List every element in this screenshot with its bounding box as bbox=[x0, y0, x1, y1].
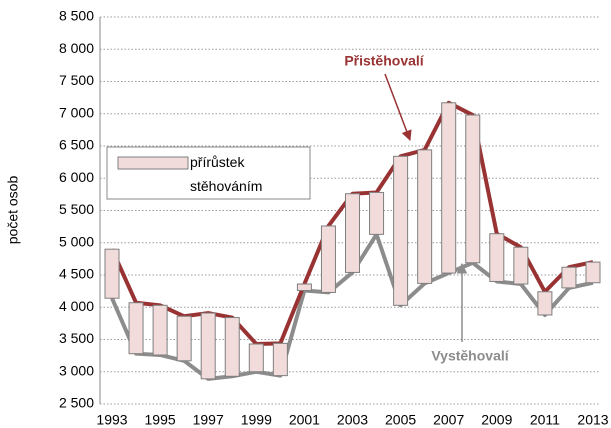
updown-bar bbox=[200, 312, 216, 380]
updown-bar bbox=[489, 233, 505, 282]
x-tick-label: 2009 bbox=[481, 412, 512, 428]
updown-bar bbox=[152, 304, 168, 356]
y-tick-label: 5 500 bbox=[59, 201, 94, 217]
y-tick-label: 6 000 bbox=[59, 169, 94, 185]
series-annotation: Vystěhovalí bbox=[431, 348, 509, 364]
y-tick-label: 4 500 bbox=[59, 266, 94, 282]
updown-bar bbox=[345, 193, 360, 273]
y-tick-label: 3 000 bbox=[59, 362, 94, 378]
updown-bar bbox=[224, 317, 240, 377]
y-tick-label: 5 000 bbox=[59, 233, 94, 249]
y-tick-label: 2 500 bbox=[59, 395, 94, 411]
updown-bar bbox=[561, 266, 577, 289]
updown-bar bbox=[248, 343, 264, 373]
updown-bar bbox=[513, 246, 529, 285]
updown-bar bbox=[537, 291, 553, 316]
x-tick-label: 1993 bbox=[96, 412, 127, 428]
updown-bar bbox=[465, 114, 481, 264]
y-tick-label: 7 500 bbox=[59, 72, 94, 88]
y-tick-label: 3 500 bbox=[59, 330, 94, 346]
y-tick-label: 6 500 bbox=[59, 137, 94, 153]
x-tick-label: 1999 bbox=[241, 412, 272, 428]
updown-bar bbox=[369, 191, 385, 235]
updown-bar bbox=[585, 261, 601, 284]
x-tick-label: 2005 bbox=[385, 412, 416, 428]
y-axis-label: počet osob bbox=[5, 176, 21, 245]
annotation-arrow bbox=[384, 73, 412, 141]
x-tick-label: 1997 bbox=[193, 412, 224, 428]
updown-bar bbox=[104, 248, 120, 299]
updown-bar bbox=[320, 225, 336, 293]
x-tick-label: 2003 bbox=[337, 412, 368, 428]
legend-label: přírůstek stěhováním bbox=[190, 154, 262, 194]
y-tick-label: 8 000 bbox=[59, 40, 94, 56]
updown-bar bbox=[417, 149, 433, 284]
updown-bar bbox=[176, 315, 192, 362]
legend-swatch bbox=[117, 156, 189, 170]
y-tick-label: 8 500 bbox=[59, 8, 94, 24]
series-annotation: Přistěhovalí bbox=[344, 53, 424, 69]
updown-bar bbox=[441, 102, 457, 274]
y-tick-label: 4 000 bbox=[59, 298, 94, 314]
updown-bar bbox=[393, 155, 409, 306]
x-tick-label: 2013 bbox=[577, 412, 608, 428]
updown-bar bbox=[272, 342, 288, 377]
updown-bar bbox=[128, 302, 144, 355]
x-tick-label: 1995 bbox=[145, 412, 176, 428]
x-tick-label: 2007 bbox=[433, 412, 464, 428]
y-tick-label: 7 000 bbox=[59, 104, 94, 120]
legend-box bbox=[106, 146, 311, 200]
updown-bar bbox=[296, 283, 312, 291]
x-tick-label: 2011 bbox=[530, 412, 560, 428]
x-tick-label: 2001 bbox=[289, 412, 320, 428]
